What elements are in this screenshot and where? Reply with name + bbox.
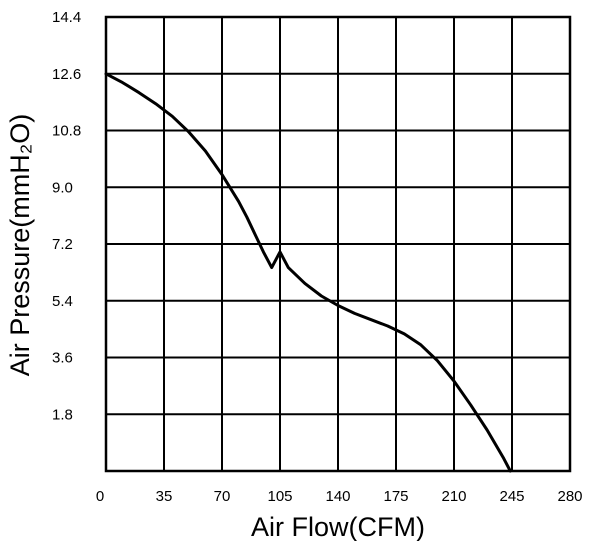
y-tick-label: 5.4 — [52, 293, 73, 310]
x-tick-label: 175 — [383, 488, 408, 505]
x-tick-label: 70 — [214, 488, 231, 505]
x-tick-label: 35 — [156, 488, 173, 505]
y-tick-label: 10.8 — [52, 123, 81, 140]
x-tick-label: 245 — [499, 488, 524, 505]
y-tick-label: 14.4 — [52, 9, 81, 26]
x-axis-title: Air Flow(CFM) — [251, 512, 425, 541]
x-tick-labels: 0 35 70 105 140 175 210 245 280 — [96, 488, 583, 505]
y-tick-label: 1.8 — [52, 406, 73, 423]
y-tick-label: 9.0 — [52, 179, 73, 196]
x-tick-label: 210 — [441, 488, 466, 505]
y-axis-title: Air Pressure(mmH₂O) — [5, 114, 35, 377]
y-tick-label: 3.6 — [52, 350, 73, 367]
y-tick-label: 7.2 — [52, 236, 73, 253]
y-tick-labels: 1.8 3.6 5.4 7.2 9.0 10.8 12.6 14.4 — [52, 9, 81, 423]
pq-curve — [104, 72, 512, 473]
plot-frame — [104, 15, 572, 473]
x-tick-label: 140 — [325, 488, 350, 505]
y-tick-label: 12.6 — [52, 66, 81, 83]
grid-lines — [106, 17, 570, 471]
x-tick-label: 105 — [267, 488, 292, 505]
x-tick-label: 0 — [96, 488, 104, 505]
x-tick-label: 280 — [557, 488, 582, 505]
